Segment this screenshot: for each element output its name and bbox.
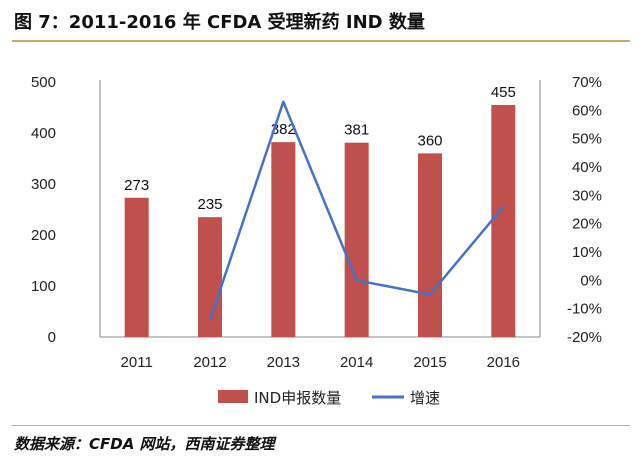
- left-tick-label: 0: [48, 329, 56, 346]
- legend-bar-label: IND申报数量: [254, 389, 341, 407]
- right-tick-label: 30%: [572, 187, 602, 204]
- bar-data-label: 381: [344, 122, 369, 139]
- x-tick-label: 2015: [413, 354, 446, 371]
- bar: [271, 142, 296, 337]
- bar-data-label: 235: [197, 196, 222, 213]
- bar-data-label: 455: [491, 84, 516, 101]
- x-tick-label: 2013: [267, 354, 300, 371]
- bar-data-label: 382: [271, 121, 296, 138]
- right-tick-label: 60%: [572, 102, 602, 119]
- right-tick-label: -20%: [567, 329, 602, 346]
- chart-title: 图 7：2011-2016 年 CFDA 受理新药 IND 数量: [14, 12, 425, 33]
- x-tick-label: 2012: [193, 354, 226, 371]
- right-tick-label: -10%: [567, 301, 602, 318]
- left-tick-label: 200: [31, 227, 56, 244]
- right-tick-label: 50%: [572, 131, 602, 148]
- x-tick-label: 2011: [121, 354, 153, 371]
- bar: [491, 104, 516, 337]
- bar-data-label: 273: [124, 177, 149, 194]
- left-tick-label: 500: [31, 74, 56, 91]
- x-tick-label: 2016: [487, 354, 520, 371]
- bar: [124, 197, 149, 337]
- right-tick-label: 20%: [572, 216, 602, 233]
- left-tick-label: 400: [31, 125, 56, 142]
- bar: [418, 153, 442, 337]
- right-tick-label: 10%: [572, 244, 602, 261]
- legend-bar-swatch: [218, 390, 248, 403]
- title-divider: [12, 40, 630, 42]
- left-tick-label: 100: [31, 278, 56, 295]
- right-tick-label: 0%: [580, 272, 602, 289]
- right-tick-label: 40%: [572, 159, 602, 176]
- left-tick-label: 300: [31, 176, 56, 193]
- bar-data-label: 360: [417, 132, 442, 149]
- source-note: 数据来源：CFDA 网站，西南证券整理: [14, 435, 275, 453]
- x-tick-label: 2014: [340, 354, 373, 371]
- bar: [344, 142, 369, 337]
- footer-divider: [12, 425, 630, 426]
- legend-line-label: 增速: [410, 389, 440, 407]
- right-tick-label: 70%: [572, 74, 602, 91]
